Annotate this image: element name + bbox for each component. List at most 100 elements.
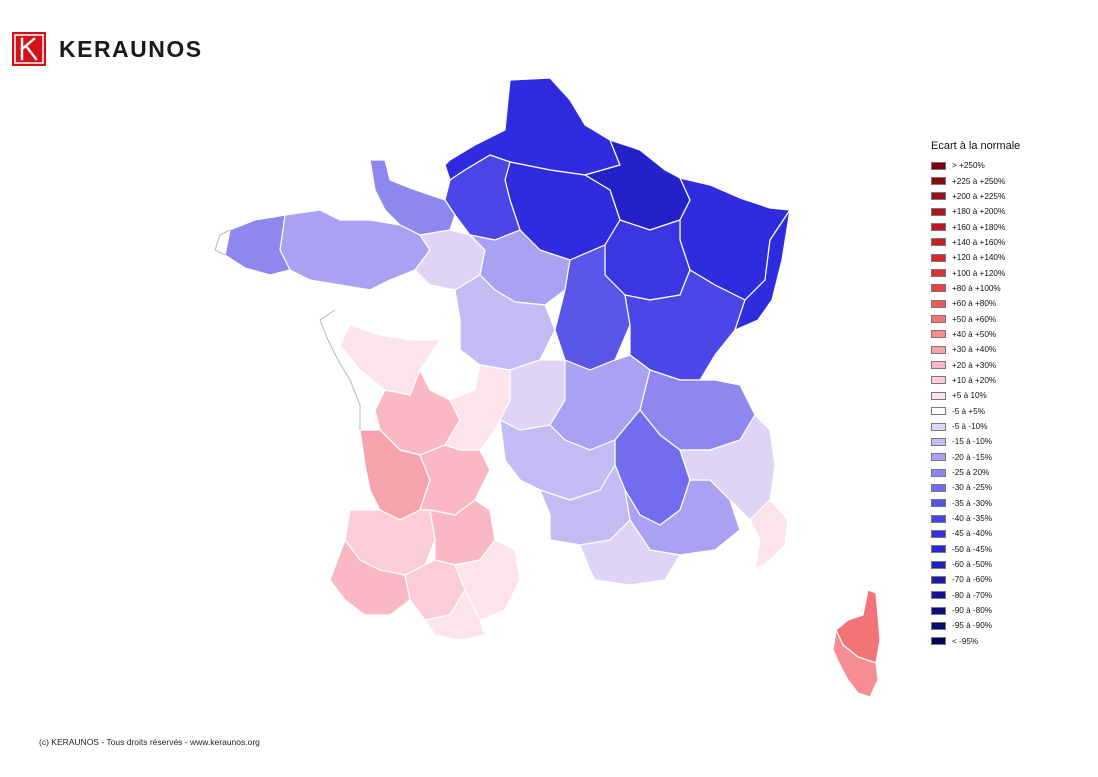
legend-label: -45 à -40% bbox=[952, 529, 993, 539]
brand: KERAUNOS bbox=[12, 31, 203, 67]
legend-swatch bbox=[931, 253, 946, 262]
legend-swatch bbox=[931, 499, 946, 508]
legend-item: -25 à 20% bbox=[931, 465, 1020, 480]
legend-item: -5 à +5% bbox=[931, 404, 1020, 419]
brand-name: KERAUNOS bbox=[59, 35, 203, 62]
legend-swatch bbox=[931, 161, 946, 170]
legend-label: +5 à 10% bbox=[952, 391, 987, 401]
legend-label: +100 à +120% bbox=[952, 268, 1006, 278]
region-corse-du-sud bbox=[832, 629, 879, 698]
legend-label: -20 à -15% bbox=[952, 452, 993, 462]
region-alsace bbox=[734, 209, 791, 331]
footer-copyright: (c) KERAUNOS - Tous droits réservés - ww… bbox=[39, 737, 260, 747]
legend-swatch bbox=[931, 422, 946, 431]
legend-label: +30 à +40% bbox=[952, 345, 997, 355]
legend-item: +140 à +160% bbox=[931, 235, 1020, 250]
legend-swatch bbox=[931, 453, 946, 462]
region-brittany-west bbox=[224, 214, 291, 276]
region-aude bbox=[479, 609, 561, 646]
legend-item: +120 à +140% bbox=[931, 250, 1020, 265]
legend-label: -15 à -10% bbox=[952, 437, 993, 447]
legend-swatch bbox=[931, 315, 946, 324]
legend-swatch bbox=[931, 177, 946, 186]
legend-swatch bbox=[931, 514, 946, 523]
region-herault bbox=[514, 539, 591, 616]
legend-swatch bbox=[931, 207, 946, 216]
legend-item: -40 à -35% bbox=[931, 511, 1020, 526]
region-north-coast bbox=[444, 77, 621, 181]
legend-label: +20 à +30% bbox=[952, 360, 997, 370]
legend-item: -5 à -10% bbox=[931, 419, 1020, 434]
legend: Ecart à la normale > +250% +225 à +250% +2… bbox=[931, 140, 1020, 649]
legend-swatch bbox=[931, 299, 946, 308]
legend-item: -45 à -40% bbox=[931, 526, 1020, 541]
legend-item: -35 à -30% bbox=[931, 496, 1020, 511]
legend-item: +5 à 10% bbox=[931, 388, 1020, 403]
legend-label: -95 à -90% bbox=[952, 621, 993, 631]
legend-swatch bbox=[931, 223, 946, 232]
legend-swatch bbox=[931, 621, 946, 630]
region-alpes-maritimes bbox=[749, 499, 789, 571]
france-map bbox=[210, 70, 810, 670]
legend-swatch bbox=[931, 437, 946, 446]
legend-swatch bbox=[931, 529, 946, 538]
legend-label: < -95% bbox=[952, 636, 979, 646]
corsica-map bbox=[828, 585, 888, 705]
region-ariege bbox=[424, 589, 486, 641]
legend-item: -90 à -80% bbox=[931, 603, 1020, 618]
legend-swatch bbox=[931, 483, 946, 492]
legend-item: -20 à -15% bbox=[931, 450, 1020, 465]
legend-swatch bbox=[931, 345, 946, 354]
legend-item: +60 à +80% bbox=[931, 296, 1020, 311]
legend-label: +140 à +160% bbox=[952, 237, 1006, 247]
legend-label: > +250% bbox=[952, 161, 985, 171]
legend-item: +40 à +50% bbox=[931, 327, 1020, 342]
legend-title: Ecart à la normale bbox=[931, 140, 1021, 152]
legend-item: +80 à +100% bbox=[931, 281, 1020, 296]
legend-label: -35 à -30% bbox=[952, 498, 993, 508]
coastline-west bbox=[214, 229, 231, 256]
legend-label: -90 à -80% bbox=[952, 606, 993, 616]
legend-label: +180 à +200% bbox=[952, 207, 1006, 217]
legend-swatch bbox=[931, 575, 946, 584]
legend-item: -70 à -60% bbox=[931, 572, 1020, 587]
region-centre-north bbox=[469, 229, 571, 306]
legend-swatch bbox=[931, 361, 946, 370]
legend-item: +30 à +40% bbox=[931, 342, 1020, 357]
legend-item: +10 à +20% bbox=[931, 373, 1020, 388]
legend-label: +160 à +180% bbox=[952, 222, 1006, 232]
legend-label: -50 à -45% bbox=[952, 544, 993, 554]
legend-label: -40 à -35% bbox=[952, 514, 993, 524]
legend-label: +200 à +225% bbox=[952, 191, 1006, 201]
legend-label: +10 à +20% bbox=[952, 375, 997, 385]
legend-swatch bbox=[931, 468, 946, 477]
legend-label: +120 à +140% bbox=[952, 253, 1006, 263]
legend-item: -60 à -50% bbox=[931, 557, 1020, 572]
legend-item: +50 à +60% bbox=[931, 311, 1020, 326]
coastline-atlantic bbox=[319, 309, 361, 430]
legend-item: -80 à -70% bbox=[931, 588, 1020, 603]
legend-item: < -95% bbox=[931, 634, 1020, 649]
legend-swatch bbox=[931, 606, 946, 615]
legend-item: -15 à -10% bbox=[931, 434, 1020, 449]
legend-item: > +250% bbox=[931, 158, 1020, 173]
legend-label: +225 à +250% bbox=[952, 176, 1006, 186]
legend-item: -50 à -45% bbox=[931, 542, 1020, 557]
legend-label: +50 à +60% bbox=[952, 314, 997, 324]
legend-label: -60 à -50% bbox=[952, 560, 993, 570]
keraunos-logo-icon bbox=[12, 32, 46, 66]
legend-label: +60 à +80% bbox=[952, 299, 997, 309]
legend-item: +225 à +250% bbox=[931, 173, 1020, 188]
legend-swatch bbox=[931, 407, 946, 416]
legend-label: +40 à +50% bbox=[952, 329, 997, 339]
legend-label: -30 à -25% bbox=[952, 483, 993, 493]
legend-item: +180 à +200% bbox=[931, 204, 1020, 219]
legend-swatch bbox=[931, 192, 946, 201]
legend-swatch bbox=[931, 391, 946, 400]
legend-label: -25 à 20% bbox=[952, 468, 990, 478]
region-cotentin bbox=[369, 159, 456, 236]
legend-label: -5 à +5% bbox=[952, 406, 985, 416]
legend-item: +160 à +180% bbox=[931, 219, 1020, 234]
legend-swatch bbox=[931, 330, 946, 339]
legend-items: > +250% +225 à +250% +200 à +225% +180 à +2… bbox=[931, 158, 1020, 649]
